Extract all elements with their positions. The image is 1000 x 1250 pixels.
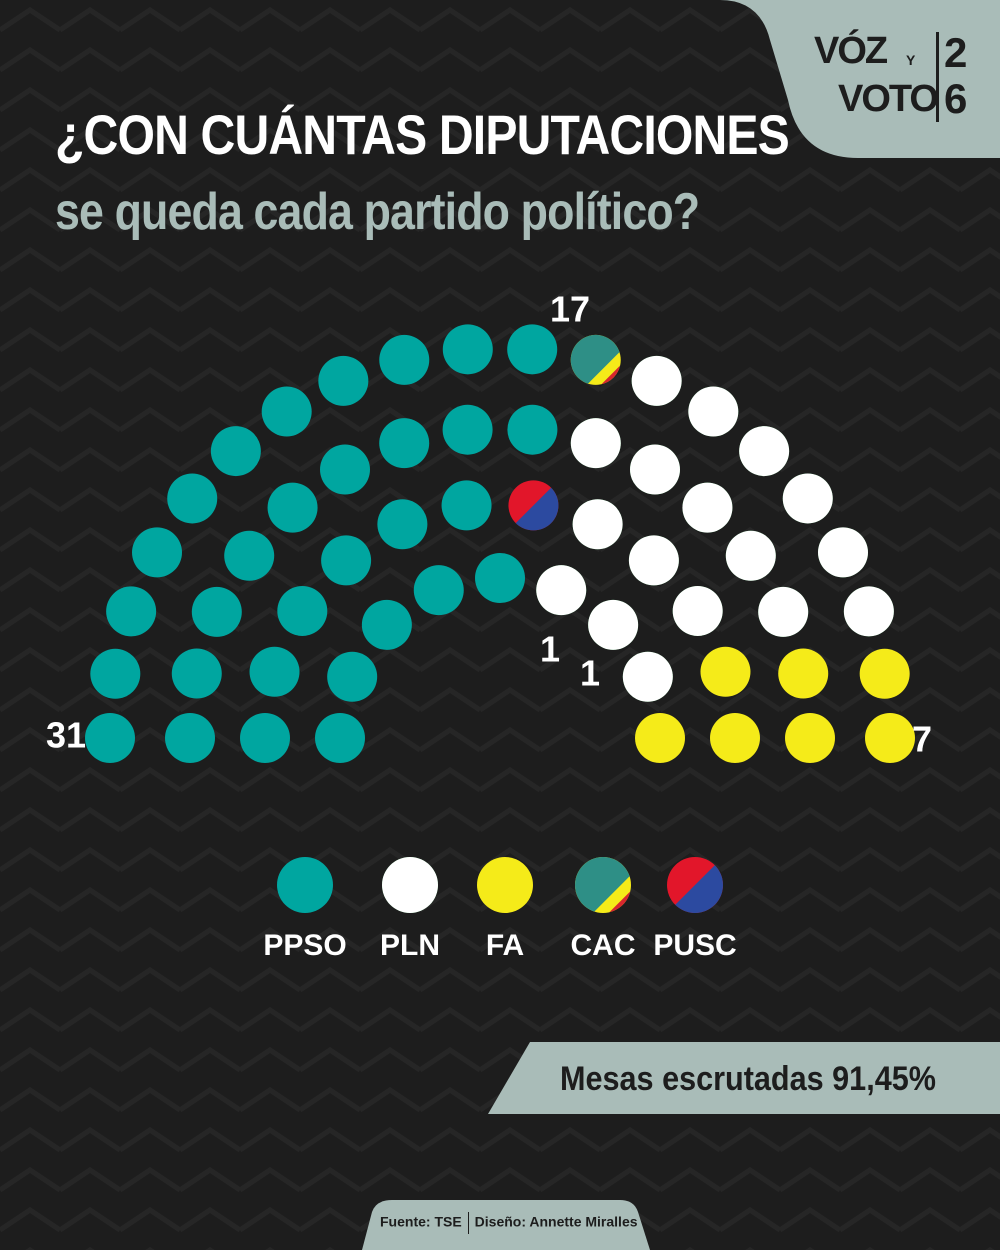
seat-pln (725, 530, 776, 581)
footer-source: Fuente: TSE (380, 1213, 462, 1230)
seat-ppso (210, 426, 261, 477)
seat-fa (865, 713, 915, 763)
logo-voz: VÓZ (814, 30, 888, 72)
seat-ppso (167, 473, 218, 524)
seat-ppso (249, 646, 300, 697)
seat-pln (630, 444, 680, 495)
seat-pln (758, 586, 809, 637)
voz-y-voto-logo: VÓZ Y VOTO 2 6 (810, 28, 970, 128)
seat-ppso (321, 535, 372, 586)
seat-pln (672, 585, 723, 636)
seat-ppso (132, 527, 183, 578)
seat-ppso (277, 585, 328, 636)
seats-group (85, 324, 915, 763)
seat-ppso (191, 586, 242, 637)
legend-label-fa: FA (486, 929, 524, 962)
seat-ppso (507, 404, 558, 455)
seat-pusc (508, 480, 559, 531)
seat-ppso (315, 713, 365, 763)
page-subtitle: se queda cada partido político? (55, 183, 700, 241)
seat-pln (688, 386, 739, 437)
footer-divider (467, 1212, 469, 1234)
seat-ppso (320, 444, 370, 495)
legend-label-pln: PLN (380, 929, 440, 962)
seat-ppso (267, 482, 318, 533)
seat-ppso (507, 324, 558, 375)
seat-ppso (442, 324, 493, 375)
seat-pln (570, 418, 621, 469)
scrutiny-status: Mesas escrutadas 91,45% (560, 1060, 936, 1098)
seat-fa (785, 713, 835, 763)
seat-pln (817, 527, 868, 578)
legend-swatch-ppso (277, 857, 333, 913)
logo-y: Y (906, 52, 916, 68)
footer-design: Diseño: Annette Miralles (474, 1213, 638, 1230)
logo-year-top: 2 (944, 29, 968, 76)
seat-fa (700, 646, 751, 697)
seat-ppso (379, 334, 430, 385)
seat-ppso (318, 355, 369, 406)
data-label: 1 (540, 629, 560, 670)
seat-ppso (379, 418, 430, 469)
legend-label-pusc: PUSC (653, 929, 736, 962)
footer-credits: Fuente: TSE Diseño: Annette Miralles (380, 1212, 638, 1234)
data-label: 1 (580, 653, 600, 694)
seat-fa (710, 713, 760, 763)
data-label: 17 (550, 289, 590, 330)
seat-pln (631, 355, 682, 406)
seat-ppso (442, 404, 493, 455)
seat-ppso (327, 651, 378, 702)
legend-swatch-cac (575, 857, 631, 913)
legend-label-cac: CAC (571, 929, 636, 962)
seat-ppso (475, 553, 525, 603)
seat-ppso (90, 648, 141, 699)
seat-fa (635, 713, 685, 763)
legend-label-ppso: PPSO (263, 929, 346, 962)
seat-ppso (85, 713, 135, 763)
logo-year-bottom: 6 (944, 75, 968, 122)
logo-divider (936, 32, 939, 122)
data-label: 7 (912, 719, 932, 760)
seat-ppso (261, 386, 312, 437)
legend-swatch-fa (477, 857, 533, 913)
seat-ppso (240, 713, 290, 763)
page-title: ¿CON CUÁNTAS DIPUTACIONES (55, 103, 790, 166)
logo-tab-shape (720, 0, 1000, 158)
seat-cac (570, 334, 621, 385)
seat-ppso (441, 480, 492, 531)
seat-pln (682, 482, 733, 533)
legend-swatch-pln (382, 857, 438, 913)
seat-fa (778, 648, 829, 699)
legend-swatch-pusc (667, 857, 723, 913)
data-label: 31 (46, 715, 86, 756)
seat-pln (628, 535, 679, 586)
seat-pln (843, 586, 894, 637)
seat-ppso (106, 586, 157, 637)
seat-ppso (224, 530, 275, 581)
seat-ppso (171, 648, 222, 699)
seat-ppso (377, 499, 428, 550)
seat-ppso (165, 713, 215, 763)
seat-ppso (413, 565, 464, 616)
seat-fa (859, 648, 910, 699)
seat-pln (572, 499, 623, 550)
legend-group: PPSO PLN FA CAC PUSC (263, 857, 737, 962)
seat-ppso (361, 599, 412, 650)
logo-voto: VOTO (838, 78, 939, 120)
